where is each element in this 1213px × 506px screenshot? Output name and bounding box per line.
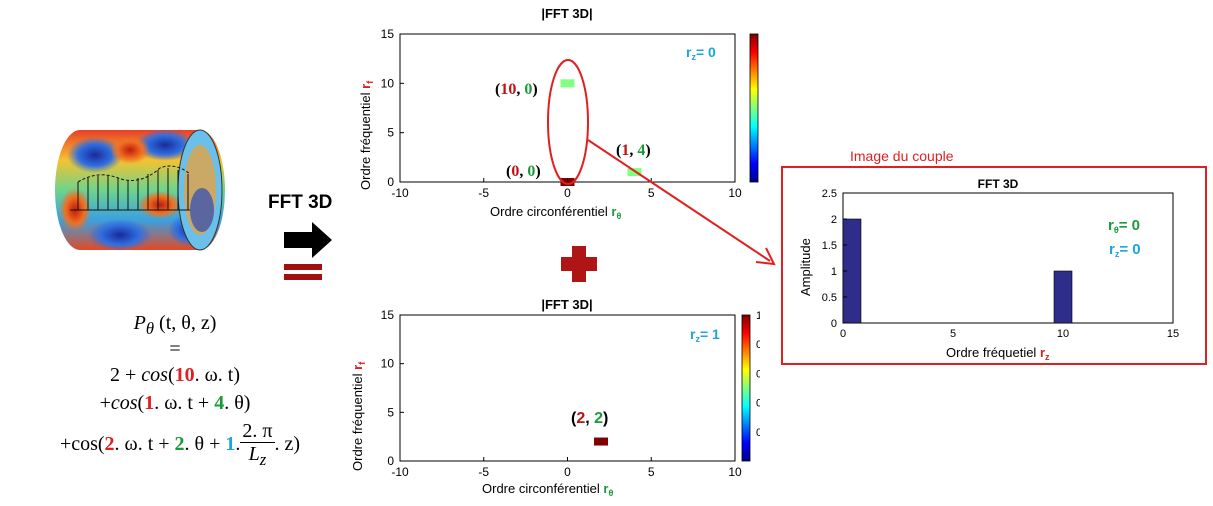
plot1-annotation: (10, 0) (495, 81, 538, 98)
inset-ylabel: Amplitude (798, 238, 813, 296)
plot2-xlabel: Ordre circonférentiel rθ (482, 481, 613, 498)
y-tick-label: 5 (387, 126, 394, 140)
y-tick-label: 5 (387, 405, 394, 419)
y-tick-label: 0.5 (822, 292, 837, 304)
inset-bar-chart: FFT 3D 0 5 10 15 0 0.5 1 1.5 2 2.5 Ordre fréquet… (798, 177, 1179, 362)
fft-arrow-icon (284, 222, 332, 280)
x-tick-label: 10 (728, 186, 742, 200)
inset-rz-label: rz= 0 (1109, 241, 1141, 259)
equation-line-4: +cos(2. ω. t + 2. θ + 1. 2. π Lz. z) (59, 420, 301, 469)
x-tick-label: -10 (391, 465, 409, 479)
plus-icon (561, 246, 597, 282)
plot1-rz-label: rz= 0 (686, 44, 716, 62)
heatmap-cell (627, 168, 642, 177)
inset-xlabel: Ordre fréquetiel rz (946, 345, 1050, 362)
bar (1053, 270, 1073, 324)
y-tick-label: 0 (831, 318, 837, 330)
x-tick-label: -5 (478, 186, 489, 200)
inset-title: FFT 3D (978, 177, 1019, 191)
y-tick-label: 15 (381, 27, 395, 41)
colorbar-tick-label: 0.2 (756, 427, 760, 439)
equation-line-3: +cos(1. ω. t + 4. θ) (99, 392, 251, 414)
inset-header: Image du couple (850, 148, 954, 164)
y-tick-label: 1.5 (822, 240, 837, 252)
colorbar-tick-label: 0.8 (756, 339, 760, 351)
y-tick-label: 0 (387, 175, 394, 189)
plot1-annotation: (1, 4) (616, 142, 651, 159)
plot1-title: |FFT 3D| (541, 6, 592, 21)
colorbar-tick-label: 0.4 (756, 398, 760, 410)
y-tick-label: 10 (381, 357, 395, 371)
equation-line-2: 2 + cos(10. ω. t) (109, 364, 240, 386)
plot1-xlabel: Ordre circonférentiel rθ (490, 204, 621, 221)
y-tick-label: 0 (387, 454, 394, 468)
y-tick-label: 15 (381, 308, 395, 322)
plot2-rz-label: rz= 1 (690, 326, 720, 344)
plot1-highlight-ellipse (547, 59, 589, 185)
plot2-ylabel: Ordre fréquentiel rf (350, 361, 367, 471)
heatmap-cell (594, 437, 608, 446)
x-tick-label: 5 (648, 186, 655, 200)
y-tick-label: 10 (381, 76, 395, 90)
plot2-colorbar (741, 314, 751, 462)
x-tick-label: -5 (478, 465, 489, 479)
x-tick-label: 10 (728, 465, 742, 479)
cylinder-illustration (55, 129, 225, 251)
x-tick-label: 10 (1057, 328, 1069, 340)
fft-label: FFT 3D (268, 192, 333, 213)
equation-line-1: Pθ (t, θ, z) (133, 312, 217, 338)
plot2-annotation: (2, 2) (571, 410, 608, 427)
x-tick-label: 0 (840, 328, 846, 340)
colorbar-tick-label: 0.6 (756, 368, 760, 380)
y-tick-label: 2 (831, 214, 837, 226)
y-tick-label: 2.5 (822, 188, 837, 200)
heatmap-plot-2: |FFT 3D| -10 -5 0 5 10 0 5 10 15 Ordre circonfé… (350, 297, 760, 498)
x-tick-label: 0 (564, 465, 571, 479)
connector-arrow (587, 139, 776, 266)
x-tick-label: 5 (950, 328, 956, 340)
inset-frame (781, 166, 1207, 365)
plot1-ylabel: Ordre fréquentiel rf (358, 80, 375, 190)
inset-axes (842, 192, 1174, 324)
x-tick-label: 5 (648, 465, 655, 479)
inset-rtheta-label: rθ= 0 (1108, 217, 1140, 235)
y-tick-label: 1 (831, 266, 837, 278)
x-tick-label: -10 (391, 186, 409, 200)
plot2-axes (399, 314, 736, 462)
heatmap-plot-1: |FFT 3D| -10 -5 0 5 10 0 5 10 15 Ordre circonfé… (358, 6, 759, 221)
colorbar-tick-label: 1 (756, 310, 760, 322)
plot1-colorbar (749, 33, 759, 183)
plot1-axes (399, 33, 736, 183)
x-tick-label: 15 (1167, 328, 1179, 340)
plot1-annotation: (0, 0) (506, 163, 541, 180)
equation-equals: = (169, 338, 181, 360)
plot2-title: |FFT 3D| (541, 297, 592, 312)
x-tick-label: 0 (564, 186, 571, 200)
heatmap-cell (560, 79, 575, 88)
